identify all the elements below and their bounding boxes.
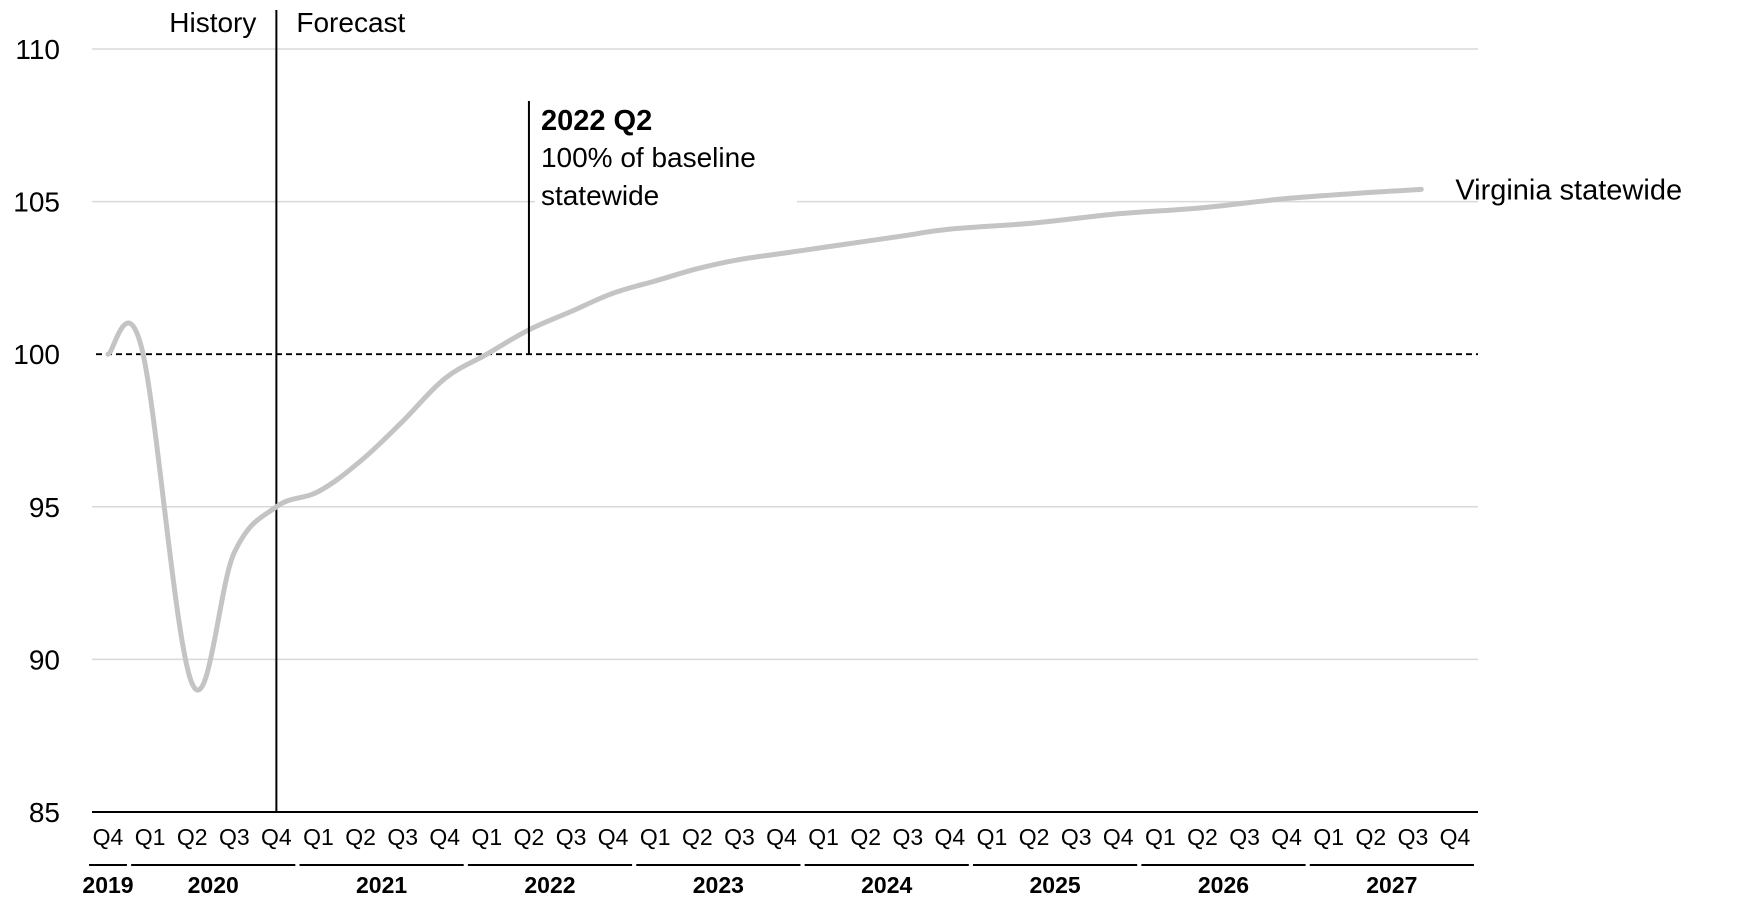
x-tick-label: Q4: [766, 824, 797, 850]
series-line-virginia-statewide: [105, 186, 1424, 693]
x-tick-label: Q4: [935, 824, 966, 850]
x-tick-label: Q3: [387, 824, 418, 850]
x-tick-label: Q2: [345, 824, 376, 850]
annotation-text-line1: 100% of baseline: [541, 142, 756, 173]
x-tick-label: Q3: [1398, 824, 1429, 850]
x-tick-label: Q4: [429, 824, 460, 850]
x-axis-year-groups: 2019 2020 2021 2022 2023 2024 2025 2026 2027: [82, 864, 1474, 897]
annotation-text-line2: statewide: [541, 180, 659, 211]
y-tick-label: 85: [29, 797, 60, 828]
x-tick-label: Q4: [261, 824, 292, 850]
year-label: 2026: [1198, 872, 1249, 897]
x-tick-label: Q4: [1103, 824, 1134, 850]
year-label: 2020: [188, 872, 239, 897]
history-label: History: [169, 7, 256, 38]
year-label: 2023: [693, 872, 744, 897]
x-tick-label: Q3: [1229, 824, 1260, 850]
x-tick-label: Q4: [93, 824, 124, 850]
x-axis-quarter-ticks: Q4 Q1 Q2 Q3 Q4 Q1 Q2 Q3 Q4 Q1 Q2 Q3 Q4 Q1 Q2 Q3 Q4 Q1 Q2 Q3…: [93, 824, 1471, 850]
x-tick-label: Q1: [977, 824, 1008, 850]
x-tick-label: Q4: [598, 824, 629, 850]
year-label: 2021: [356, 872, 407, 897]
x-tick-label: Q1: [135, 824, 166, 850]
x-tick-label: Q1: [808, 824, 839, 850]
x-tick-label: Q1: [303, 824, 334, 850]
x-tick-label: Q1: [640, 824, 671, 850]
x-tick-label: Q1: [472, 824, 503, 850]
x-tick-label: Q4: [1271, 824, 1302, 850]
x-tick-label: Q2: [1355, 824, 1386, 850]
x-tick-label: Q3: [219, 824, 250, 850]
x-tick-label: Q3: [556, 824, 587, 850]
year-label: 2024: [861, 872, 912, 897]
year-label: 2022: [524, 872, 575, 897]
x-tick-label: Q3: [724, 824, 755, 850]
y-tick-label: 110: [15, 34, 60, 65]
x-tick-label: Q2: [1187, 824, 1218, 850]
x-tick-label: Q1: [1145, 824, 1176, 850]
x-tick-label: Q3: [1061, 824, 1092, 850]
x-tick-label: Q1: [1313, 824, 1344, 850]
x-tick-label: Q3: [892, 824, 923, 850]
x-tick-label: Q2: [1019, 824, 1050, 850]
year-label: 2025: [1030, 872, 1081, 897]
year-label: 2027: [1366, 872, 1417, 897]
annotation-title: 2022 Q2: [541, 105, 652, 137]
year-label: 2019: [82, 872, 133, 897]
y-tick-label: 105: [13, 187, 60, 218]
forecast-label: Forecast: [296, 7, 405, 38]
y-axis-ticks: 85 90 95 100 105 110: [13, 34, 60, 828]
series-label-virginia-statewide: Virginia statewide: [1455, 174, 1682, 206]
y-tick-label: 90: [29, 644, 60, 675]
x-tick-label: Q2: [177, 824, 208, 850]
annotation-background: [534, 104, 797, 212]
y-tick-label: 100: [13, 339, 60, 370]
x-tick-label: Q2: [514, 824, 545, 850]
y-tick-label: 95: [29, 492, 60, 523]
x-tick-label: Q2: [682, 824, 713, 850]
x-tick-label: Q4: [1440, 824, 1471, 850]
x-tick-label: Q2: [850, 824, 881, 850]
